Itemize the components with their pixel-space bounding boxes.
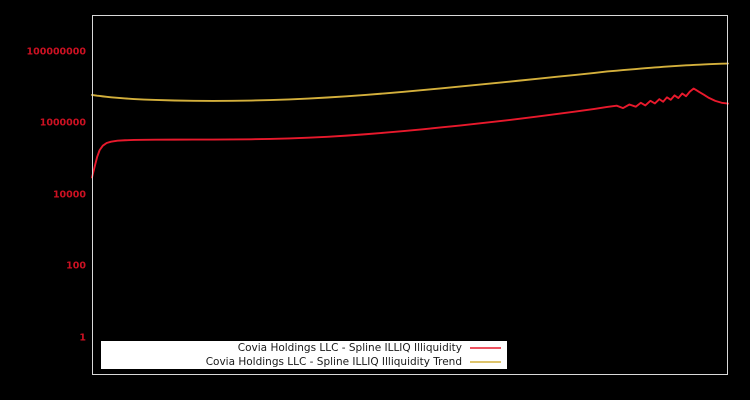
legend: Covia Holdings LLC - Spline ILLIQ Illiqu…	[100, 340, 508, 370]
series-line-illiquidity	[91, 87, 729, 179]
y-tick-label: 100000000	[27, 47, 87, 58]
plot-area	[91, 62, 729, 179]
y-tick-label: 1000000	[40, 118, 87, 129]
y-tick-label: 1	[79, 333, 86, 344]
series-line-illiquidity-trend	[91, 62, 729, 102]
legend-label-illiquidity: Covia Holdings LLC - Spline ILLIQ Illiqu…	[238, 342, 462, 354]
plot-frame-border	[91, 14, 729, 376]
legend-background	[100, 340, 508, 370]
legend-label-illiquidity-trend: Covia Holdings LLC - Spline ILLIQ Illiqu…	[206, 356, 462, 368]
y-tick-label: 100	[66, 261, 86, 272]
y-axis-tick-labels: 100000000 1000000 10000 100 1	[27, 47, 87, 344]
y-tick-label: 10000	[53, 190, 86, 201]
